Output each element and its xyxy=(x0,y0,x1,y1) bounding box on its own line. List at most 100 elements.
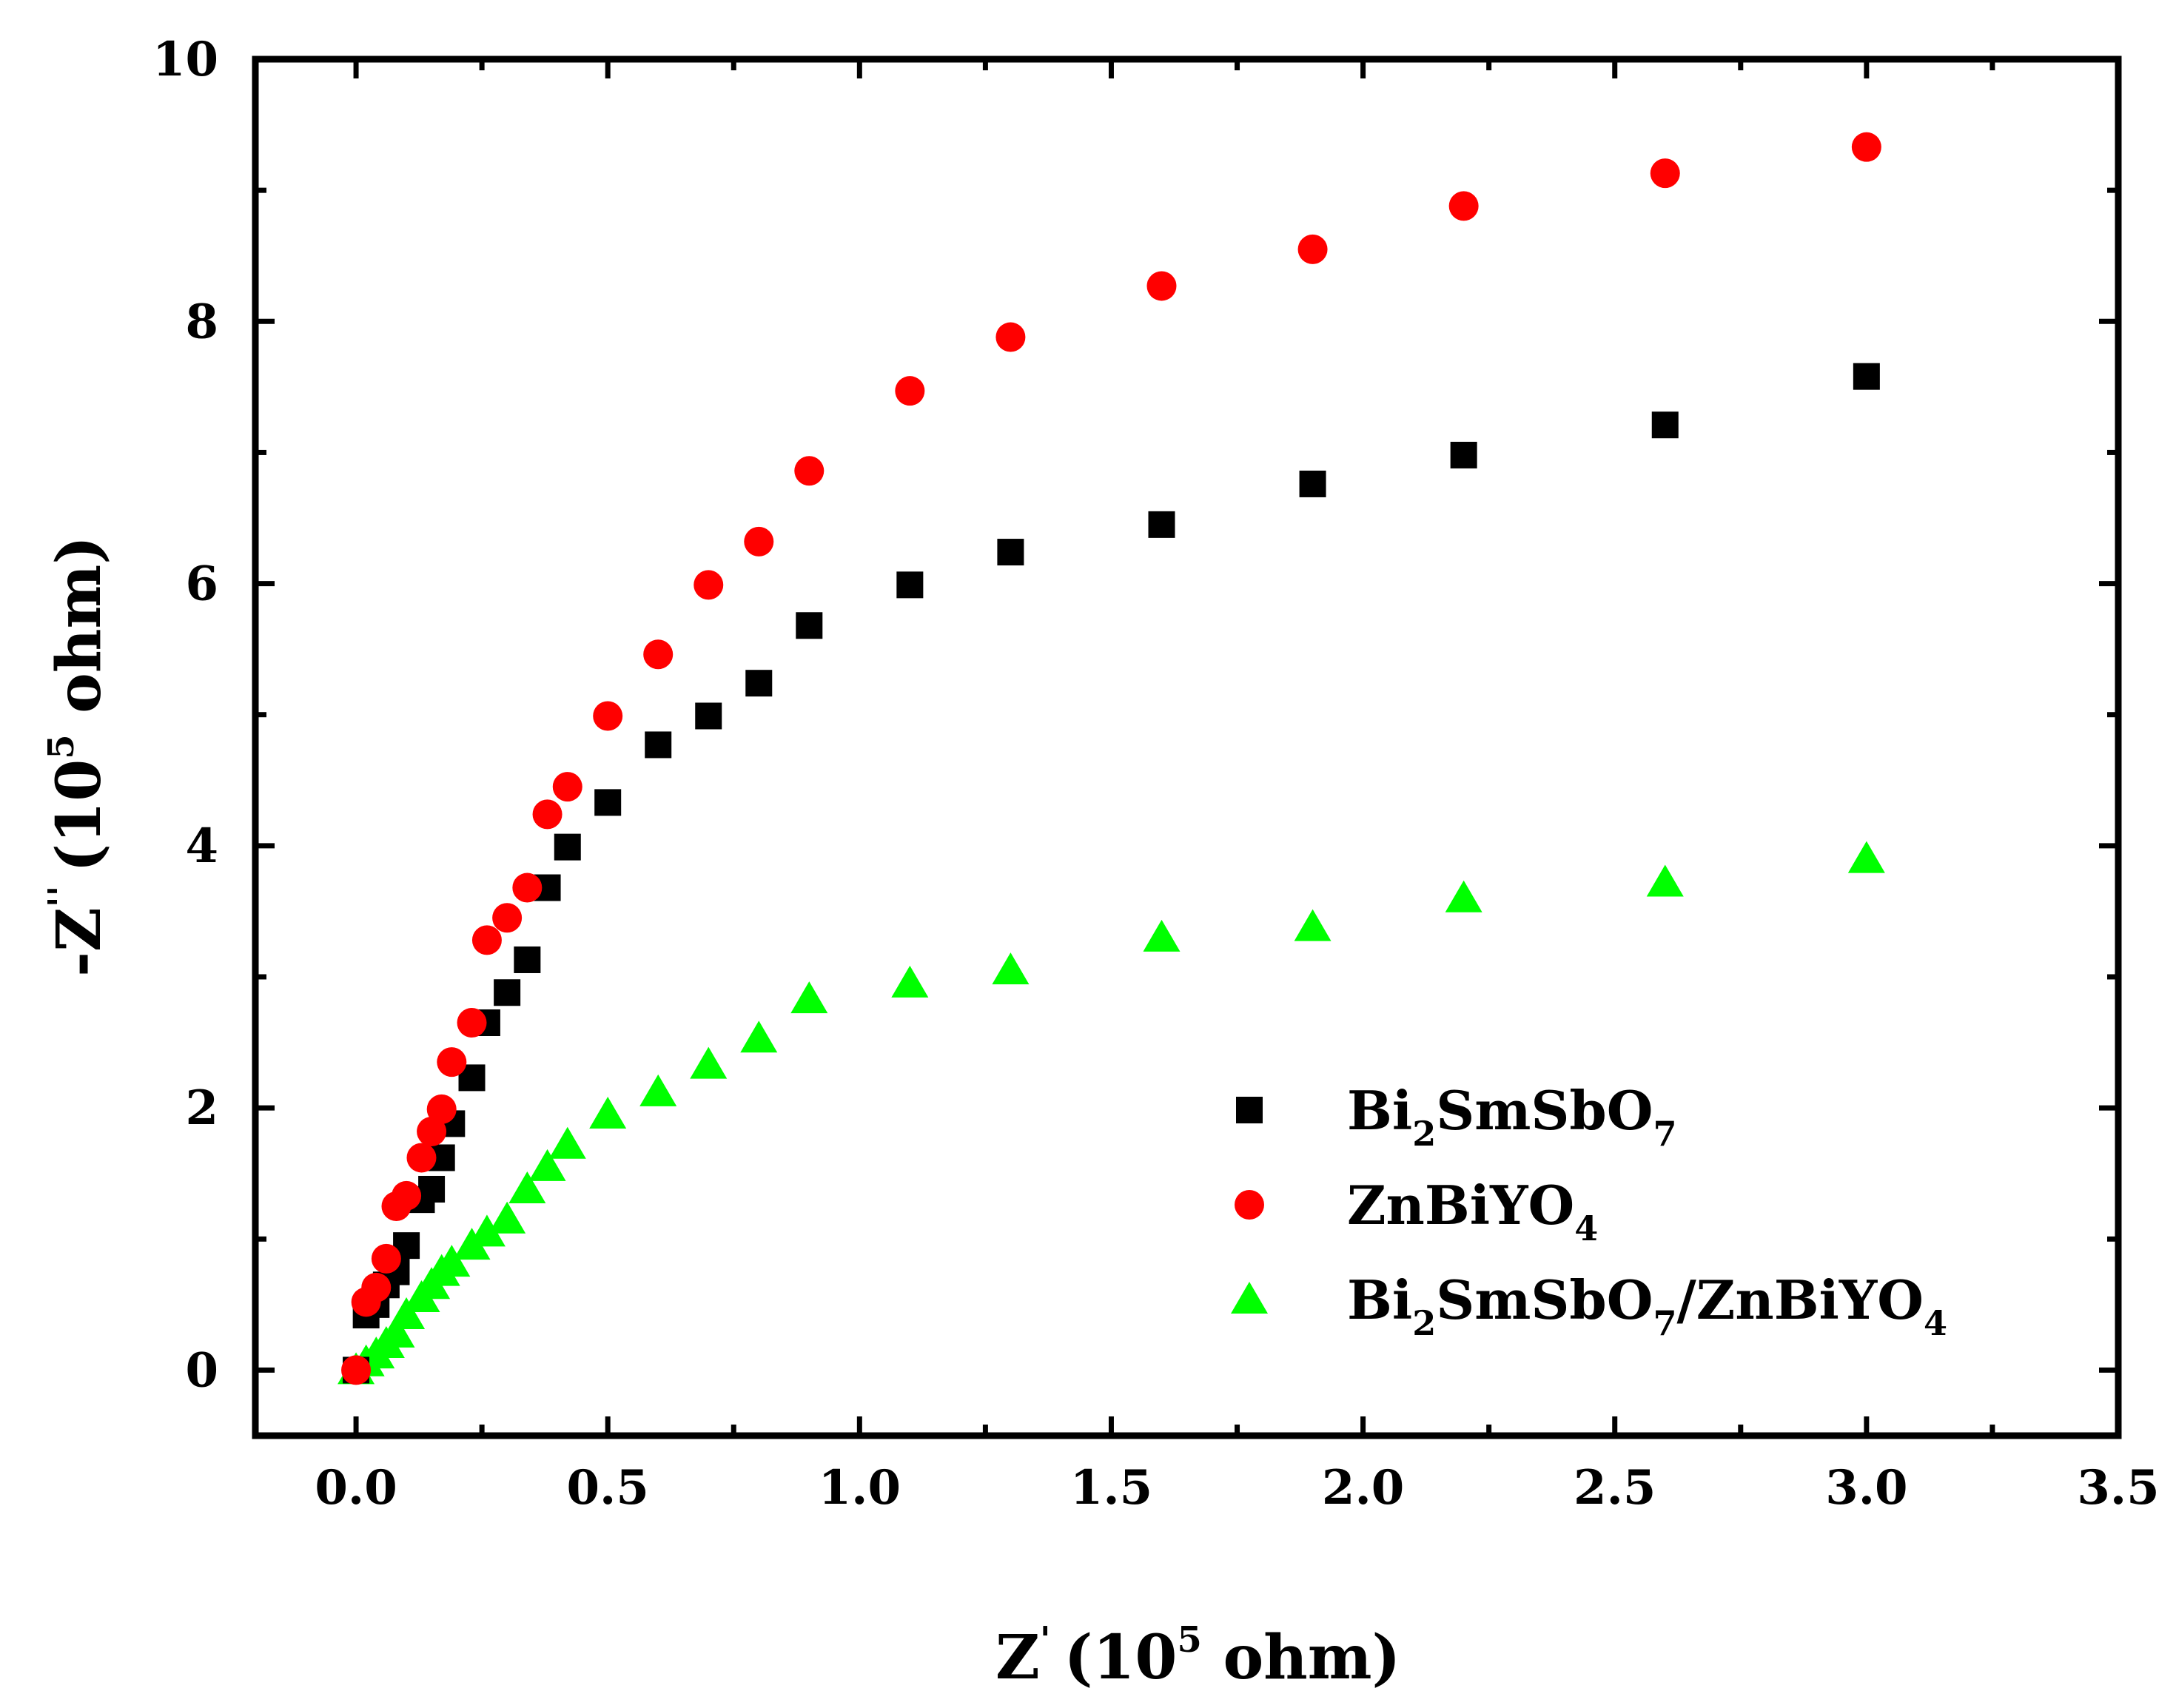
legend-label: Bi2SmSbO7/ZnBiYO4 xyxy=(1347,1268,1947,1343)
series-layer xyxy=(338,132,1885,1385)
data-point-square xyxy=(494,979,521,1006)
x-axis-title-main: Z xyxy=(995,1622,1040,1693)
legend-text-part: SmSbO xyxy=(1436,1268,1653,1331)
data-point-square xyxy=(594,789,622,816)
data-point-square xyxy=(1148,511,1175,538)
data-point-circle xyxy=(371,1243,401,1274)
series-circle xyxy=(341,132,1881,1385)
legend-subscript: 4 xyxy=(1574,1208,1598,1248)
legend-marker-square xyxy=(1236,1097,1263,1123)
x-tick-label: 0.5 xyxy=(567,1460,649,1516)
data-point-square xyxy=(1853,363,1880,390)
data-point-square xyxy=(896,571,924,599)
x-axis-title-exponent: 5 xyxy=(1177,1619,1201,1661)
y-tick-label: 10 xyxy=(152,32,218,87)
data-point-triangle xyxy=(528,1149,566,1181)
data-point-square xyxy=(796,612,823,639)
data-point-triangle xyxy=(468,1214,506,1247)
data-point-circle xyxy=(361,1272,392,1302)
series-square xyxy=(343,363,1880,1384)
x-axis-title-prime: ' xyxy=(1040,1619,1051,1661)
data-point-square xyxy=(418,1175,446,1203)
data-point-circle xyxy=(406,1143,437,1173)
x-axis-title-unit-open: (10 xyxy=(1064,1622,1178,1693)
y-axis-title-exponent: 5 xyxy=(41,734,82,759)
y-tick-label: 2 xyxy=(185,1080,218,1136)
y-axis-title: -Z'' (105 ohm) xyxy=(41,536,115,977)
data-point-triangle xyxy=(690,1046,728,1079)
data-point-square xyxy=(554,833,581,861)
x-tick-label: 2.0 xyxy=(1322,1460,1404,1516)
data-point-circle xyxy=(1146,271,1177,301)
data-point-triangle xyxy=(639,1074,677,1106)
data-point-circle xyxy=(895,376,925,406)
y-axis-title-unit-open: (10 xyxy=(44,759,115,873)
data-point-triangle xyxy=(388,1297,426,1330)
y-axis-title-unit-close: ohm) xyxy=(44,536,115,734)
y-axis-title-main: -Z xyxy=(44,907,115,977)
data-point-square xyxy=(1450,441,1477,468)
data-point-circle xyxy=(392,1180,422,1211)
data-point-square xyxy=(645,731,672,759)
data-point-circle xyxy=(437,1047,467,1077)
data-point-triangle xyxy=(1847,841,1885,873)
y-tick-label: 4 xyxy=(185,818,218,874)
data-point-square xyxy=(695,702,722,730)
data-point-circle xyxy=(417,1117,447,1147)
data-point-triangle xyxy=(433,1245,471,1277)
data-point-triangle xyxy=(790,981,828,1014)
y-tick-label: 0 xyxy=(185,1342,218,1398)
legend-subscript: 7 xyxy=(1653,1114,1676,1154)
data-point-circle xyxy=(471,925,502,955)
legend-label: Bi2SmSbO7 xyxy=(1347,1079,1677,1154)
data-point-triangle xyxy=(740,1021,778,1053)
x-tick-label: 0.0 xyxy=(315,1460,397,1516)
data-point-circle xyxy=(744,526,774,557)
data-point-square xyxy=(1651,411,1679,439)
plot-frame xyxy=(252,56,2122,1439)
data-point-triangle xyxy=(377,1315,415,1348)
x-tick-label: 3.0 xyxy=(1825,1460,1907,1516)
data-point-triangle xyxy=(1646,864,1684,897)
legend-marker-circle xyxy=(1235,1190,1264,1220)
data-point-circle xyxy=(1650,158,1680,189)
data-point-triangle xyxy=(508,1171,546,1203)
axis-titles: Z' (105 ohm)-Z''(105 ohm) xyxy=(41,536,1400,1693)
data-point-triangle xyxy=(1294,909,1332,941)
x-axis-title-unit-close: ohm) xyxy=(1202,1622,1400,1693)
plot-border xyxy=(252,56,2122,1439)
legend-text-part: Bi xyxy=(1347,1268,1412,1331)
data-point-triangle xyxy=(488,1201,526,1234)
data-point-circle xyxy=(552,772,582,802)
y-axis: 0 2 4 6 8 10 xyxy=(152,32,2118,1398)
data-point-square xyxy=(1299,470,1326,497)
data-point-circle xyxy=(1297,234,1328,264)
data-point-triangle xyxy=(992,952,1030,985)
data-point-circle xyxy=(492,903,523,933)
data-point-circle xyxy=(512,873,543,903)
data-point-square xyxy=(745,670,773,697)
data-point-circle xyxy=(694,570,724,600)
legend-subscript: 4 xyxy=(1924,1303,1947,1343)
data-point-circle xyxy=(426,1094,457,1124)
x-tick-label: 3.5 xyxy=(2077,1460,2159,1516)
legend-marker-triangle xyxy=(1231,1282,1268,1314)
legend-subscript: 2 xyxy=(1412,1114,1436,1154)
y-tick-label: 8 xyxy=(185,294,218,349)
data-point-triangle xyxy=(589,1097,627,1129)
x-tick-label: 1.5 xyxy=(1070,1460,1152,1516)
data-point-circle xyxy=(643,639,674,670)
legend-label: ZnBiYO4 xyxy=(1347,1174,1598,1248)
data-point-circle xyxy=(995,322,1026,352)
x-tick-label: 1.0 xyxy=(819,1460,901,1516)
data-point-triangle xyxy=(891,965,929,998)
legend-text-part: SmSbO xyxy=(1436,1079,1653,1142)
legend-text-part: /ZnBiYO xyxy=(1677,1268,1924,1331)
x-tick-label: 2.5 xyxy=(1574,1460,1656,1516)
data-point-circle xyxy=(341,1355,372,1385)
legend-text-part: ZnBiYO xyxy=(1347,1174,1574,1237)
data-point-triangle xyxy=(1143,919,1181,952)
legend-subscript: 7 xyxy=(1653,1303,1676,1343)
